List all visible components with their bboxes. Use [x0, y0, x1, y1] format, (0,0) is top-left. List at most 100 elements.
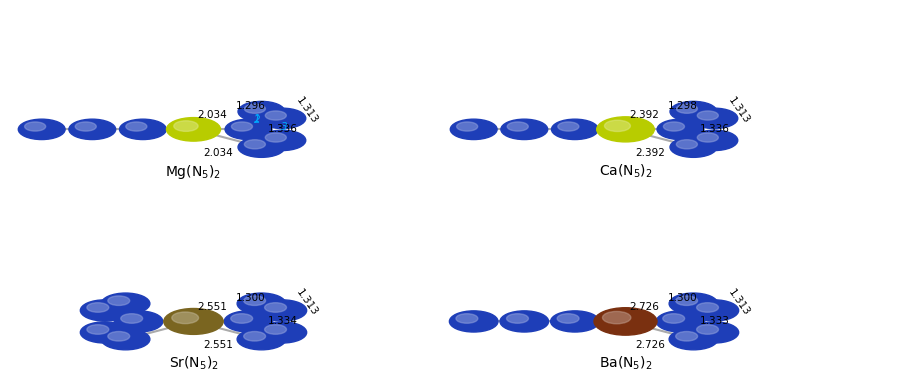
- Circle shape: [166, 118, 220, 141]
- Circle shape: [259, 108, 306, 129]
- Circle shape: [602, 311, 631, 324]
- Circle shape: [102, 293, 150, 314]
- Circle shape: [456, 314, 478, 323]
- Circle shape: [69, 119, 116, 140]
- Text: Mg(N$_5$)$_2$: Mg(N$_5$)$_2$: [166, 163, 221, 181]
- Circle shape: [676, 140, 698, 149]
- Circle shape: [449, 311, 498, 332]
- Text: Sr(N$_5$)$_2$: Sr(N$_5$)$_2$: [168, 355, 219, 372]
- Circle shape: [265, 325, 286, 334]
- Circle shape: [676, 332, 698, 341]
- Circle shape: [265, 303, 286, 312]
- Circle shape: [508, 122, 528, 131]
- Text: 1.313: 1.313: [726, 95, 752, 125]
- Text: 2.726: 2.726: [629, 301, 659, 312]
- Circle shape: [670, 137, 716, 157]
- Circle shape: [698, 133, 718, 142]
- Circle shape: [597, 117, 654, 142]
- Text: 2.034: 2.034: [203, 148, 233, 158]
- Circle shape: [174, 121, 198, 131]
- Circle shape: [507, 314, 528, 323]
- Circle shape: [225, 119, 272, 140]
- Circle shape: [238, 137, 284, 157]
- Circle shape: [102, 328, 150, 350]
- Text: 1.336: 1.336: [700, 124, 730, 134]
- Circle shape: [501, 119, 548, 140]
- Circle shape: [266, 133, 286, 142]
- Circle shape: [558, 122, 579, 131]
- Circle shape: [669, 293, 717, 314]
- Text: 2: 2: [254, 116, 260, 125]
- Text: Ba(N$_5$)$_2$: Ba(N$_5$)$_2$: [598, 355, 652, 372]
- Text: 1.296: 1.296: [236, 101, 266, 111]
- Circle shape: [670, 102, 716, 122]
- Circle shape: [230, 314, 253, 323]
- Circle shape: [126, 122, 147, 131]
- Circle shape: [656, 311, 705, 332]
- Text: 1.336: 1.336: [268, 124, 298, 134]
- Circle shape: [237, 293, 285, 314]
- Circle shape: [557, 314, 579, 323]
- Circle shape: [80, 300, 129, 321]
- Circle shape: [663, 122, 685, 131]
- Text: 1.298: 1.298: [668, 101, 698, 111]
- Text: 1.313: 1.313: [726, 287, 752, 317]
- Text: 3: 3: [281, 122, 287, 132]
- Circle shape: [76, 122, 96, 131]
- Circle shape: [669, 328, 717, 350]
- Circle shape: [244, 104, 266, 113]
- Circle shape: [266, 111, 286, 120]
- Circle shape: [594, 308, 657, 335]
- Text: 2.551: 2.551: [197, 301, 227, 312]
- Circle shape: [80, 322, 129, 343]
- Circle shape: [244, 332, 266, 341]
- Circle shape: [691, 108, 738, 129]
- Text: 1.313: 1.313: [294, 287, 320, 317]
- Circle shape: [87, 303, 109, 312]
- Circle shape: [237, 328, 285, 350]
- Circle shape: [662, 314, 685, 323]
- Text: 1.333: 1.333: [700, 316, 730, 326]
- Circle shape: [120, 119, 166, 140]
- Circle shape: [697, 303, 718, 312]
- Circle shape: [450, 119, 497, 140]
- Text: 1.313: 1.313: [294, 95, 320, 125]
- Circle shape: [676, 296, 698, 305]
- Circle shape: [456, 122, 478, 131]
- Circle shape: [690, 300, 739, 321]
- Circle shape: [551, 311, 599, 332]
- Text: 2.392: 2.392: [635, 148, 665, 158]
- Circle shape: [172, 312, 199, 324]
- Circle shape: [164, 309, 223, 334]
- Circle shape: [18, 119, 65, 140]
- Circle shape: [697, 325, 718, 334]
- Circle shape: [259, 130, 306, 151]
- Circle shape: [657, 119, 704, 140]
- Circle shape: [500, 311, 549, 332]
- Circle shape: [121, 314, 142, 323]
- Circle shape: [676, 104, 698, 113]
- Circle shape: [87, 325, 109, 334]
- Text: Ca(N$_5$)$_2$: Ca(N$_5$)$_2$: [598, 163, 652, 180]
- Text: 1: 1: [253, 114, 260, 124]
- Circle shape: [258, 322, 307, 343]
- Circle shape: [552, 119, 599, 140]
- Circle shape: [114, 311, 163, 332]
- Text: 1.300: 1.300: [236, 293, 266, 303]
- Circle shape: [690, 322, 739, 343]
- Circle shape: [244, 296, 266, 305]
- Circle shape: [108, 296, 130, 305]
- Circle shape: [691, 130, 738, 151]
- Text: 2.034: 2.034: [197, 109, 227, 120]
- Text: 1.300: 1.300: [668, 293, 698, 303]
- Text: 2.551: 2.551: [203, 340, 233, 350]
- Text: 1.334: 1.334: [268, 316, 298, 326]
- Circle shape: [244, 140, 266, 149]
- Text: 2.726: 2.726: [635, 340, 665, 350]
- Text: 2.392: 2.392: [629, 109, 659, 120]
- Circle shape: [238, 102, 284, 122]
- Circle shape: [258, 300, 307, 321]
- Circle shape: [224, 311, 273, 332]
- Circle shape: [605, 120, 630, 131]
- Circle shape: [24, 122, 46, 131]
